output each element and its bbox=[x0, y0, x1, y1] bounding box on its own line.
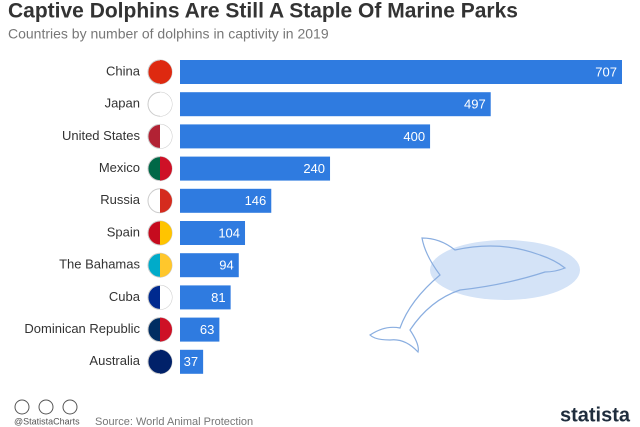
category-label: Mexico bbox=[99, 160, 140, 175]
category-label: United States bbox=[62, 128, 141, 143]
category-label: Russia bbox=[100, 192, 141, 207]
bar bbox=[180, 253, 239, 278]
flag-half bbox=[160, 156, 172, 181]
value-label: 104 bbox=[218, 225, 240, 240]
chart-title: Captive Dolphins Are Still A Staple Of M… bbox=[8, 0, 518, 23]
flag-half bbox=[160, 188, 172, 213]
flag-half bbox=[160, 124, 172, 149]
value-label: 240 bbox=[303, 161, 325, 176]
flag-icon bbox=[147, 59, 173, 85]
category-label: Spain bbox=[107, 224, 140, 239]
bar bbox=[180, 317, 220, 342]
bar bbox=[180, 60, 622, 84]
value-label: 63 bbox=[200, 322, 214, 337]
flag-half bbox=[160, 221, 172, 245]
flag-icon bbox=[147, 317, 173, 343]
footer: @StatistaCharts Source: World Animal Pro… bbox=[14, 399, 631, 427]
flag-icon bbox=[147, 156, 173, 182]
footer-source: Source: World Animal Protection bbox=[95, 416, 253, 427]
bar bbox=[180, 349, 204, 374]
footer-handle: @StatistaCharts bbox=[14, 416, 80, 426]
decor-ellipse bbox=[430, 240, 580, 300]
value-label: 37 bbox=[184, 354, 198, 369]
bar bbox=[180, 285, 231, 310]
category-label: Dominican Republic bbox=[24, 321, 140, 336]
nd-icon bbox=[62, 399, 78, 415]
flag-icon bbox=[147, 91, 173, 117]
by-icon bbox=[38, 399, 54, 415]
bar bbox=[180, 156, 331, 181]
chart-subtitle: Countries by number of dolphins in capti… bbox=[8, 26, 329, 42]
category-label: The Bahamas bbox=[59, 257, 140, 272]
category-label: Japan bbox=[105, 96, 140, 111]
flag-half bbox=[160, 285, 172, 310]
category-label: China bbox=[106, 63, 141, 78]
bar bbox=[180, 221, 246, 245]
flag-icon bbox=[147, 349, 173, 375]
bar bbox=[180, 92, 491, 117]
flag-half bbox=[160, 60, 172, 84]
bar bbox=[180, 124, 431, 149]
brand-logo: statista bbox=[560, 404, 631, 426]
dolphin-illustration bbox=[369, 237, 580, 354]
flag-half bbox=[160, 253, 172, 278]
bar bbox=[180, 188, 272, 213]
value-label: 94 bbox=[219, 258, 233, 273]
value-label: 497 bbox=[464, 97, 486, 112]
value-label: 81 bbox=[211, 290, 225, 305]
flag-half bbox=[160, 349, 172, 374]
category-label: Australia bbox=[89, 353, 140, 368]
flag-icon bbox=[147, 123, 173, 149]
category-label: Cuba bbox=[109, 289, 141, 304]
flag-icon bbox=[147, 252, 173, 278]
value-label: 707 bbox=[595, 64, 617, 79]
flag-icon bbox=[147, 284, 173, 310]
flag-icon bbox=[147, 188, 173, 214]
value-label: 146 bbox=[245, 193, 267, 208]
flag-icon bbox=[147, 220, 173, 246]
dolphin-outline bbox=[369, 237, 567, 354]
flag-half bbox=[160, 317, 172, 342]
flag-half bbox=[160, 92, 172, 117]
value-label: 400 bbox=[403, 129, 425, 144]
cc-icon bbox=[14, 399, 30, 415]
